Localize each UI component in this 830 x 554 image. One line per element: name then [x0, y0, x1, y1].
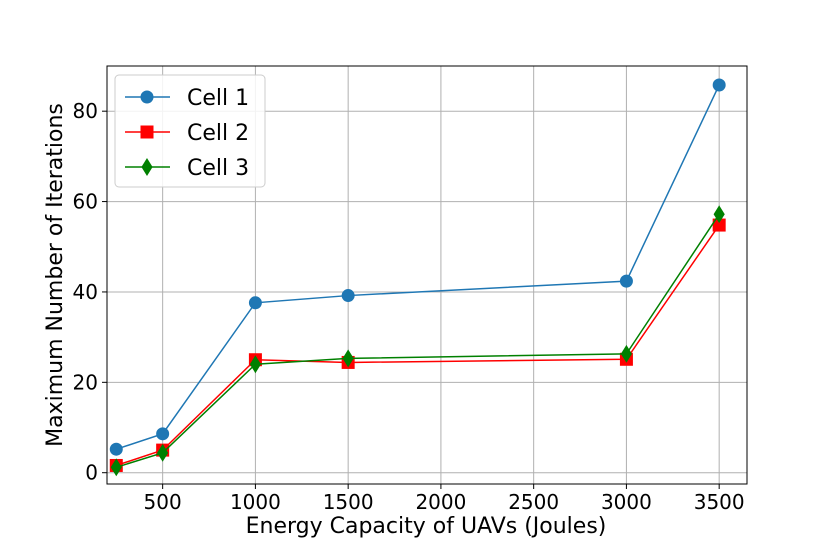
legend-item: Cell 3: [125, 156, 249, 181]
data-point: [341, 289, 355, 303]
legend-label: Cell 2: [187, 121, 249, 146]
data-point: [156, 427, 170, 441]
y-tick-label: 80: [73, 99, 98, 123]
axes: 500 1000 1500 2000 2500 3000 3500 0 20 40 60 80: [73, 65, 748, 514]
x-tick-label: 2000: [415, 490, 466, 514]
y-tick-label: 20: [73, 370, 98, 394]
data-point: [110, 458, 122, 477]
x-tick-label: 3500: [694, 490, 745, 514]
series-1: [109, 78, 726, 456]
legend-item: Cell 1: [125, 86, 249, 111]
data-point: [157, 443, 169, 462]
data-point: [248, 296, 262, 310]
legend-marker: [140, 90, 154, 104]
legend: Cell 1 Cell 2 Cell 3: [114, 74, 266, 188]
x-tick-label: 2500: [508, 490, 559, 514]
x-axis-label: Energy Capacity of UAVs (Joules): [246, 514, 607, 539]
legend-box: [114, 74, 266, 188]
series-line: [116, 213, 720, 468]
data-point: [620, 344, 633, 363]
data-point: [712, 78, 726, 92]
x-tick-label: 1000: [230, 490, 281, 514]
legend-item: Cell 2: [125, 121, 249, 146]
data-point: [342, 349, 354, 368]
x-tick-label: 3000: [601, 490, 652, 514]
y-tick-label: 0: [85, 461, 98, 485]
x-tick-label: 500: [144, 490, 182, 514]
y-axis-label: Maximum Number of Iterations: [43, 103, 68, 447]
legend-label: Cell 1: [187, 86, 249, 111]
data-point: [109, 442, 123, 456]
y-tick-label: 60: [73, 190, 98, 214]
data-point: [249, 355, 261, 374]
legend-marker: [140, 125, 154, 139]
x-tick-label: 1500: [323, 490, 374, 514]
legend-marker: [141, 158, 153, 176]
y-tick-label: 40: [73, 280, 98, 304]
legend-label: Cell 3: [187, 156, 249, 181]
data-point: [619, 274, 633, 288]
data-point: [713, 205, 725, 224]
series-3: [110, 205, 725, 477]
series-line: [116, 84, 720, 450]
plot-frame: [106, 65, 748, 485]
series-layer: [109, 78, 726, 477]
